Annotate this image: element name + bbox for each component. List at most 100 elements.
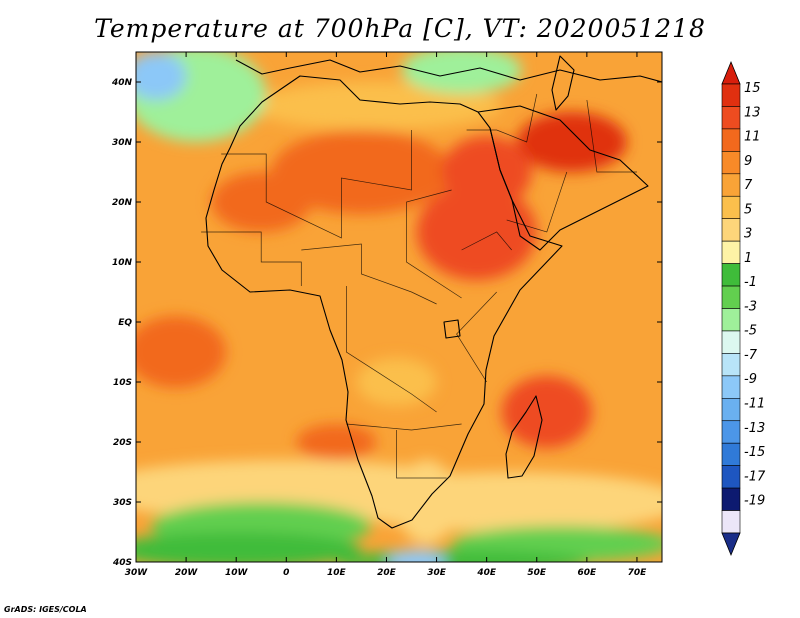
country-border [346,423,462,431]
country-border [396,430,447,479]
lat-tick-label: 30N [112,138,133,148]
colorbar-swatch [721,308,741,332]
colorbar-label: -7 [744,348,758,363]
colorbar-swatch [721,83,741,107]
colorbar-label: -17 [744,469,766,484]
colorbar-label: -9 [744,372,757,387]
lat-tick-label: 40S [112,558,132,568]
colorbar-label: 13 [744,105,761,120]
colorbar-swatch [721,330,741,354]
lon-tick-label: 10E [327,568,347,578]
colorbar-swatch [721,353,741,377]
plot-frame [135,51,663,563]
country-border [506,171,568,233]
country-border [586,99,637,173]
temperature-region [416,184,537,280]
lat-tick-label: 30S [113,498,132,508]
lon-tick-label: 10W [225,568,249,578]
country-border [406,189,462,299]
lat-tick-label: EQ [118,318,132,328]
lake-victoria [443,319,461,339]
colorbar-label: 15 [744,81,761,96]
temperature-region [336,472,662,532]
temperature-region [136,52,187,100]
temperature-region [396,460,457,544]
lat-tick-label: 10S [113,378,132,388]
temperature-region [356,358,437,406]
temperature-field [136,52,662,562]
colorbar-label: -15 [744,445,765,460]
colorbar-swatch [721,128,741,152]
temperature-region [271,130,452,214]
coastlines [205,55,662,529]
lon-tick-label: 30E [427,568,447,578]
colorbar-label: 7 [744,178,753,193]
lat-tick-label: 40N [111,78,133,88]
lat-tick-label: 20S [113,438,132,448]
colorbar-swatch [721,173,741,197]
colorbar-label: -19 [744,494,765,509]
colorbar-swatch [721,420,741,444]
colorbar-label: -1 [744,275,757,290]
colorbar-swatch [721,263,741,287]
colorbar-swatch [721,442,741,466]
colorbar: 15 13 11 9 7 5 3 1 -1 -3 -5 -7 -9 -11 -13 -15 -17 -19 [721,60,766,557]
colorbar-label: -13 [744,421,765,436]
temperature-region [296,424,377,460]
temperature-region [136,532,362,562]
colorbar-bottom-arrow [721,532,741,557]
country-border [201,231,302,286]
temperature-region [136,316,227,388]
temperature-region [441,136,532,208]
colorbar-swatch [721,375,741,399]
europe-coastline [235,59,662,83]
lon-tick-label: 70E [628,568,648,578]
colorbar-swatch [721,510,741,534]
colorbar-swatch [721,465,741,489]
country-border [456,291,497,383]
temperature-region [401,52,522,94]
temperature-region [211,172,312,232]
lat-tick-label: 10N [112,258,133,268]
country-border [466,93,538,143]
colorbar-label: 5 [744,202,752,217]
colorbar-swatch [721,397,741,422]
colorbar-swatch [721,195,741,220]
colorbar-swatch [721,151,741,175]
temperature-region [501,376,592,448]
temperature-region [516,112,627,172]
colorbar-swatch [721,218,741,242]
colorbar-label: -5 [744,324,757,339]
colorbar-swatch [721,285,741,309]
caspian-coastline [551,55,575,111]
colorbar-label: 11 [744,130,761,145]
arabia-coastline [477,105,649,251]
lat-tick-label: 20N [112,198,133,208]
colorbar-label: -11 [744,397,765,412]
lon-tick-label: 20E [377,568,397,578]
country-border [346,286,437,413]
colorbar-top-arrow [721,60,741,85]
colorbar-label: 1 [744,251,752,266]
temperature-region [386,550,447,562]
lon-tick-label: 40E [476,568,497,578]
lon-tick-label: 20W [175,568,199,578]
country-border [221,130,412,239]
temperature-region [251,82,502,130]
lon-tick-label: 0 [283,568,289,578]
lon-tick-label: 30W [125,568,149,578]
country-border [461,231,512,251]
madagascar-coastline [505,395,543,479]
software-credit: GrADS: IGES/COLA [4,605,87,614]
colorbar-swatch [721,487,741,511]
colorbar-label: -3 [744,299,757,314]
colorbar-label: 9 [744,154,752,169]
colorbar-label: 3 [744,227,752,242]
africa-coastline [205,75,563,529]
lon-tick-label: 50E [527,568,547,578]
country-borders [201,93,637,479]
country-border [301,243,437,305]
colorbar-swatch [721,240,741,264]
